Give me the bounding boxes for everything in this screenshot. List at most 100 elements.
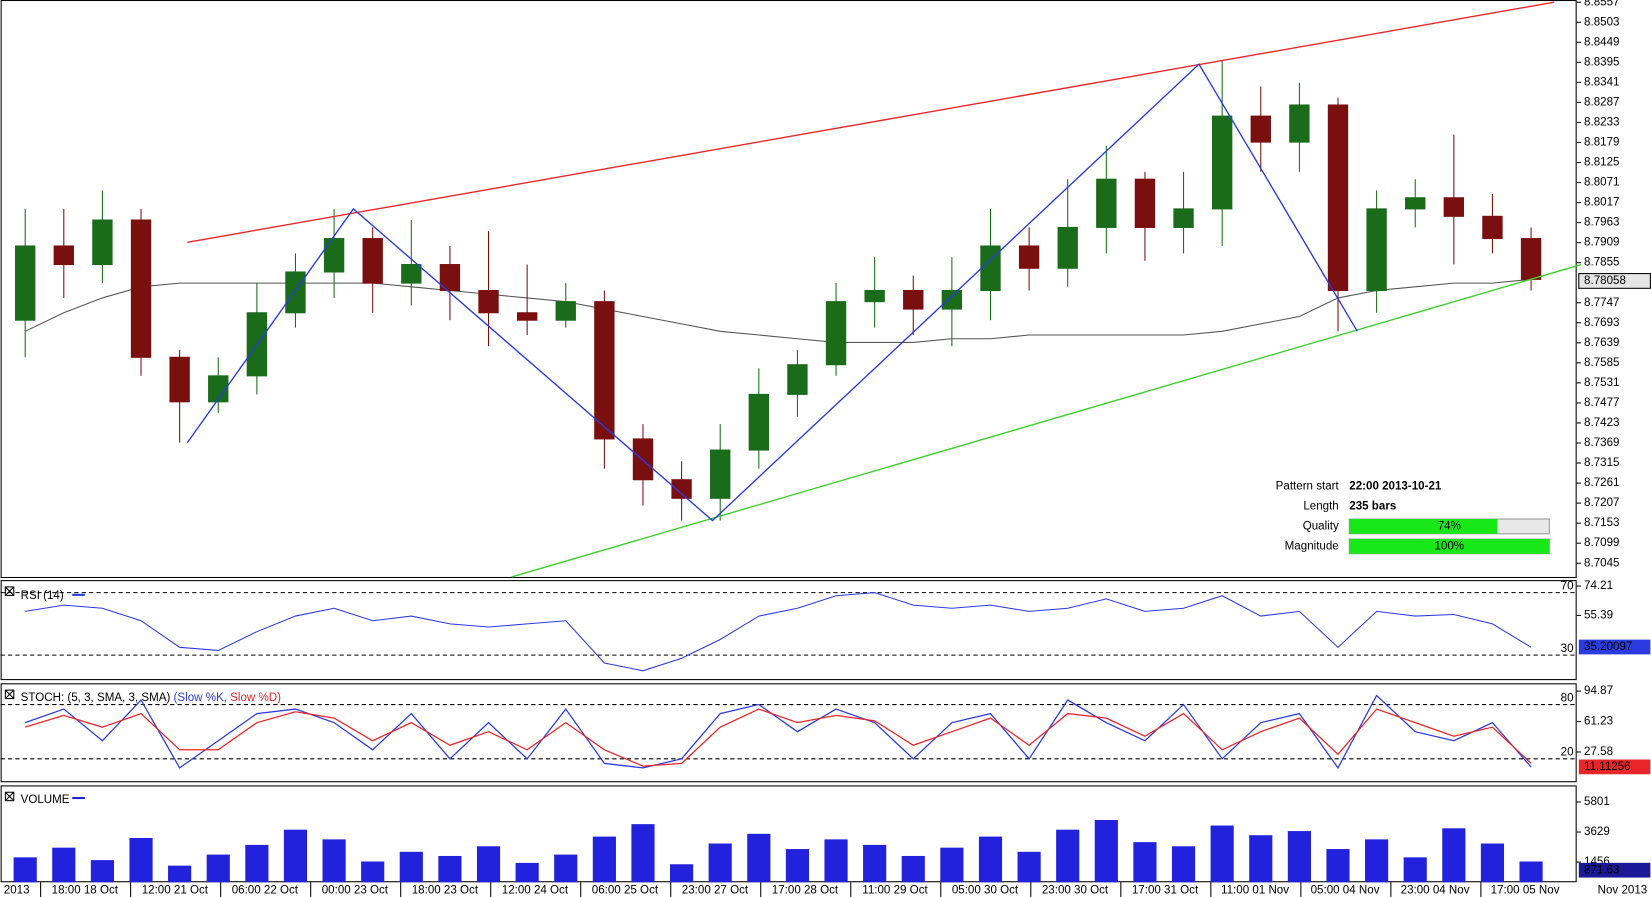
y-tick-label: 8.8071 [1584,177,1619,189]
y-tick-label: 8.7909 [1584,237,1619,249]
rsi-panel [0,580,1577,681]
y-tick-label: 8.7477 [1584,397,1619,409]
candle-body [130,219,152,358]
x-tick-label: 06:00 22 Oct [232,885,299,897]
x-tick-label: 23:00 27 Oct [682,885,749,897]
volume-bar [824,839,848,883]
volume-bar [1056,829,1080,883]
candle-body [1482,215,1503,240]
info-value: 235 bars [1349,500,1396,512]
y-tick-label: 8.7153 [1584,517,1619,529]
y-tick-label: 94.87 [1584,685,1613,697]
volume-bar [785,849,810,883]
volume-bar [129,837,153,883]
y-tick-label: 8.7639 [1584,337,1619,349]
x-tick-label: 06:00 25 Oct [592,885,659,897]
y-tick-label: 8.7099 [1584,537,1619,549]
volume-bar [206,854,230,883]
level-label: 80 [1561,692,1574,704]
volume-bar [670,864,694,883]
y-tick-label: 8.7315 [1584,457,1619,469]
volume-bar [283,829,308,883]
candle-body [53,245,74,266]
legend-d: Slow %D) [230,692,281,704]
candle-body [864,289,885,303]
close-icon[interactable] [4,791,15,802]
volume-bar [978,836,1003,883]
x-tick-label: 05:00 30 Oct [952,885,1019,897]
x-tick-label: 00:00 23 Oct [322,885,389,897]
candle-body [941,289,963,310]
y-tick-label: 55.39 [1584,610,1613,622]
volume-bar [361,861,385,883]
volume-bar [708,843,732,883]
stoch-title: STOCH: (5, 3, SMA, 3, SMA) (Slow %K, Slo… [21,692,282,704]
y-tick-label: 8.8287 [1584,96,1619,108]
volume-bar [168,865,192,883]
info-label: Pattern start [1276,480,1340,492]
y-tick-label: 8.7045 [1584,557,1619,569]
rsi-line [25,592,1532,672]
info-bar-label: 100% [1434,540,1464,552]
rsi-last: 35.20097 [1584,641,1632,653]
y-tick-label: 8.8179 [1584,137,1619,149]
candle-body [1289,104,1310,143]
y-tick-label: 8.8395 [1584,56,1619,68]
candle-body [1443,197,1465,217]
candle-body [92,219,113,266]
rsi-last-box [1578,639,1651,655]
candle-body [787,364,808,395]
y-tick-label: 8.8449 [1584,36,1619,48]
volume-title: VOLUME [21,794,70,806]
candle-body [1211,115,1233,210]
stoch-line [24,694,1532,770]
volume-bar [245,844,269,883]
candle-body [285,271,306,314]
x-tick-label: 17:00 28 Oct [772,885,839,897]
y-tick-label: 8.8125 [1584,157,1619,169]
volume-bar [940,847,964,883]
y-tick-label: 8.8557 [1584,0,1619,8]
candle-body [439,264,461,292]
candle-body [671,479,692,499]
x-tick-label: 18:00 23 Oct [412,885,479,897]
volume-bar [1403,857,1427,883]
candle-body [1057,226,1078,269]
candle-body [555,301,576,321]
x-tick-label: 17:00 31 Oct [1132,885,1199,897]
volume-bar [1326,849,1350,883]
volume-bar [52,847,76,883]
y-tick-label: 8.7585 [1584,357,1619,369]
candle-body [710,449,731,499]
candle-body [1096,178,1117,228]
candle-body [748,393,769,451]
zigzag-line [186,63,1358,522]
volume-bar [1480,843,1505,883]
y-tick-label: 8.7207 [1584,497,1619,509]
candle-body [1366,208,1387,292]
level-label: 30 [1561,643,1574,655]
candle-body [15,245,36,321]
close-icon[interactable] [4,689,15,700]
moving-average [24,278,1532,343]
y-tick-label: 8.8017 [1584,197,1619,209]
y-tick-label: 8.7747 [1584,297,1619,309]
volume-bar [13,857,37,883]
x-tick-label: 11:00 01 Nov [1221,885,1289,897]
volume-bar [1519,861,1543,883]
candle-body [1520,238,1542,280]
candle-body [903,289,924,310]
close-icon[interactable] [4,586,15,596]
stoch-line [25,708,1532,767]
volume-bar [901,855,925,883]
volume-bar [1365,839,1389,883]
candle-body [169,356,190,403]
candle-body [1405,197,1426,210]
volume-bar [476,846,501,883]
candle-body [1250,115,1271,143]
candle-body [208,375,229,403]
y-tick-label: 8.7369 [1584,437,1619,449]
volume-bar [747,833,771,883]
volume-bar [1133,842,1157,883]
